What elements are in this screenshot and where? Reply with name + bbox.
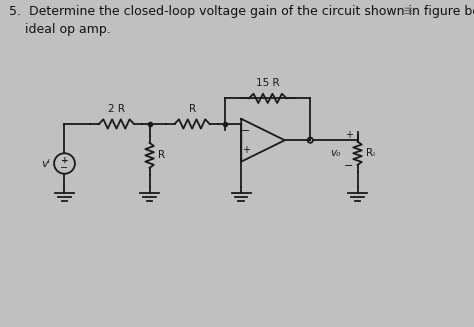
Text: R: R: [158, 150, 165, 160]
Text: −: −: [344, 161, 354, 171]
Text: 5.  Determine the closed-loop voltage gain of the circuit shown in figure below,: 5. Determine the closed-loop voltage gai…: [9, 5, 474, 36]
Text: ≡: ≡: [403, 5, 413, 18]
Text: +: +: [61, 156, 68, 165]
Text: vᴵ: vᴵ: [41, 159, 50, 168]
Text: v₀: v₀: [330, 148, 340, 158]
Text: −: −: [241, 126, 251, 136]
Text: R: R: [189, 104, 196, 114]
Text: +: +: [345, 130, 353, 140]
Text: Rₗ: Rₗ: [366, 148, 375, 158]
Text: −: −: [60, 163, 69, 173]
Text: 15 R: 15 R: [256, 78, 280, 88]
Text: 2 R: 2 R: [108, 104, 125, 114]
Text: +: +: [242, 145, 250, 155]
